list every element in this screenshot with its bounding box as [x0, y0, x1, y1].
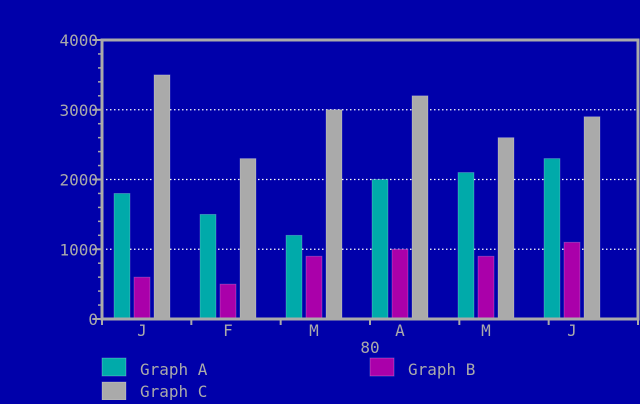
legend-label-graph-a: Graph A: [140, 360, 208, 379]
legend-swatch-graph-b: [369, 357, 395, 377]
bar-graph-a-3: [371, 179, 389, 320]
bar-graph-c-0: [153, 74, 171, 320]
legend-swatch-graph-a: [101, 357, 127, 377]
legend-label-graph-c: Graph C: [140, 382, 207, 400]
bars: [113, 74, 601, 320]
bar-graph-a-0: [113, 193, 131, 320]
bar-graph-b-0: [133, 276, 151, 320]
x-tick-label: M: [481, 321, 491, 340]
x-tick-label: J: [567, 321, 577, 340]
legend: Graph A Graph B Graph C: [101, 357, 475, 401]
x-tick-label: A: [395, 321, 405, 340]
y-tick-label: 3000: [59, 101, 98, 120]
bar-graph-a-1: [199, 213, 217, 320]
bar-graph-c-3: [411, 95, 429, 320]
y-tick-label: 2000: [59, 171, 98, 190]
bar-graph-b-3: [391, 248, 409, 320]
y-tick-label: 1000: [59, 240, 98, 259]
tick-labels: 0 1000 2000 3000 4000 J F M A M J 80: [59, 31, 576, 357]
bar-graph-a-2: [285, 234, 303, 320]
bar-graph-c-4: [497, 137, 515, 320]
legend-label-graph-b: Graph B: [408, 360, 475, 379]
legend-swatch-graph-c: [101, 381, 127, 401]
bar-graph-c-1: [239, 158, 257, 320]
gridlines: [102, 109, 638, 250]
y-tick-label: 0: [88, 310, 98, 329]
bar-graph-c-2: [325, 109, 343, 320]
x-tick-label: J: [137, 321, 147, 340]
x-tick-label: M: [309, 321, 319, 340]
y-tick-label: 4000: [59, 31, 98, 50]
x-axis-label: 80: [360, 338, 379, 357]
bar-graph-b-2: [305, 255, 323, 320]
bar-graph-a-5: [543, 158, 561, 320]
bar-graph-a-4: [457, 172, 475, 320]
bar-graph-b-5: [563, 241, 581, 320]
bar-graph-b-1: [219, 283, 237, 320]
x-tick-label: F: [223, 321, 233, 340]
bar-graph-c-5: [583, 116, 601, 320]
axes: [94, 38, 640, 325]
bar-graph-b-4: [477, 255, 495, 320]
